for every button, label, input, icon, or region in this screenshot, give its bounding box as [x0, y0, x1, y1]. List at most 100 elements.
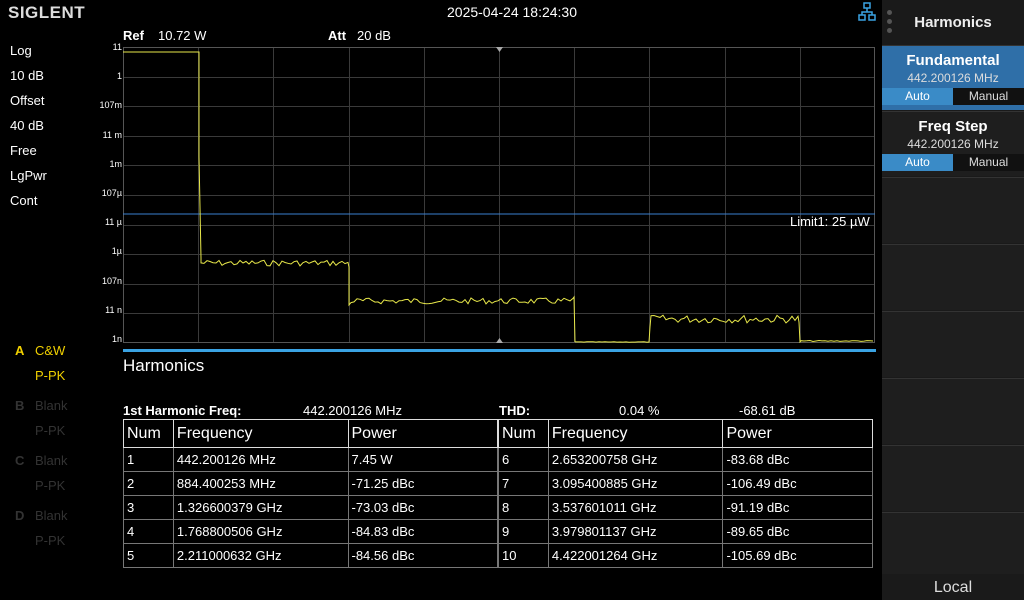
fundamental-manual-option[interactable]: Manual — [953, 88, 1024, 105]
num-cell: 1 — [123, 447, 174, 472]
table-row: 3 1.326600379 GHz -73.03 dBc — [123, 495, 498, 520]
table-row: 6 2.653200758 GHz -83.68 dBc — [498, 447, 873, 472]
empty-softkey[interactable] — [882, 378, 1024, 444]
table-row: 5 2.211000632 GHz -84.56 dBc — [123, 543, 498, 568]
spectrum-plot[interactable] — [123, 47, 875, 343]
center-marker-top-icon — [496, 47, 503, 52]
trace-d-detector: P-PK — [35, 533, 66, 548]
power-cell: 7.45 W — [347, 447, 498, 472]
trace-c-detector: P-PK — [35, 478, 66, 493]
trace-a-line — [123, 51, 874, 343]
y-axis-label: 107n — [101, 275, 122, 286]
local-button[interactable]: Local — [882, 575, 1024, 600]
offset-value: 40 dB — [10, 118, 44, 133]
y-axis-label: 11 n — [105, 304, 122, 315]
trace-b-detector: P-PK — [35, 423, 66, 438]
num-cell: 4 — [123, 519, 174, 544]
harmonics-table-left: Num Frequency Power 1 442.200126 MHz 7.45 … — [123, 419, 498, 568]
trigger-mode: Free — [10, 143, 37, 158]
y-axis-label: 11 µ — [104, 217, 122, 228]
y-axis-label: 1µ — [111, 246, 122, 257]
table-row: 8 3.537601011 GHz -91.19 dBc — [498, 495, 873, 520]
num-cell: 2 — [123, 471, 174, 496]
ref-value[interactable]: 10.72 W — [158, 28, 207, 43]
num-cell: 5 — [123, 543, 174, 568]
table-header-row: Num Frequency Power — [498, 419, 873, 448]
thd-db: -68.61 dB — [739, 403, 796, 418]
sweep-mode: Cont — [10, 193, 38, 208]
col-num: Num — [123, 419, 174, 448]
empty-softkey[interactable] — [882, 311, 1024, 377]
col-num: Num — [498, 419, 549, 448]
trace-a-mode: C&W — [35, 343, 66, 358]
table-header-row: Num Frequency Power — [123, 419, 498, 448]
harmonics-title: Harmonics — [123, 356, 205, 375]
fundamental-auto-option[interactable]: Auto — [882, 88, 953, 105]
num-cell: 7 — [498, 471, 549, 496]
att-value[interactable]: 20 dB — [357, 28, 391, 43]
col-frequency: Frequency — [547, 419, 724, 448]
power-cell: -106.49 dBc — [722, 471, 873, 496]
freq-cell: 1.326600379 GHz — [172, 495, 349, 520]
ref-label: Ref — [123, 28, 144, 43]
harmonics-table-right: Num Frequency Power 6 2.653200758 GHz -83.… — [498, 419, 873, 568]
fundamental-softkey[interactable]: Fundamental 442.200126 MHz Auto Manual — [882, 45, 1024, 110]
freq-step-manual-option[interactable]: Manual — [953, 154, 1024, 171]
power-cell: -71.25 dBc — [347, 471, 498, 496]
empty-softkey[interactable] — [882, 445, 1024, 511]
empty-softkey[interactable] — [882, 177, 1024, 243]
scale-div: 10 dB — [10, 68, 44, 83]
power-cell: -89.65 dBc — [722, 519, 873, 544]
num-cell: 10 — [498, 543, 549, 568]
freq-cell: 442.200126 MHz — [172, 447, 349, 472]
trace-d-mode: Blank — [35, 508, 68, 523]
table-row: 1 442.200126 MHz 7.45 W — [123, 447, 498, 472]
y-axis-label: 11 — [112, 42, 122, 52]
num-cell: 6 — [498, 447, 549, 472]
att-label: Att — [328, 28, 347, 43]
power-cell: -91.19 dBc — [722, 495, 873, 520]
graticule — [123, 47, 875, 343]
power-cell: -83.68 dBc — [722, 447, 873, 472]
freq-step-softkey[interactable]: Freq Step 442.200126 MHz Auto Manual — [882, 111, 1024, 176]
y-axis-label: 1n — [111, 334, 122, 344]
freq-step-label: Freq Step — [918, 118, 988, 135]
center-marker-bottom-icon — [496, 338, 503, 343]
harmonics-divider — [123, 349, 876, 352]
trace-b-mode: Blank — [35, 398, 68, 413]
empty-softkey[interactable] — [882, 244, 1024, 310]
fundamental-value: 442.200126 MHz — [907, 71, 999, 85]
offset-label: Offset — [10, 93, 45, 108]
power-cell: -84.83 dBc — [347, 519, 498, 544]
first-freq-label: 1st Harmonic Freq: — [123, 403, 242, 418]
table-row: 4 1.768800506 GHz -84.83 dBc — [123, 519, 498, 544]
col-frequency: Frequency — [172, 419, 349, 448]
table-row: 9 3.979801137 GHz -89.65 dBc — [498, 519, 873, 544]
y-axis-label: 107µ — [101, 188, 122, 198]
freq-step-auto-option[interactable]: Auto — [882, 154, 953, 171]
thd-label: THD: — [499, 403, 531, 418]
y-axis-label: 107m — [99, 100, 122, 111]
empty-softkey[interactable] — [882, 512, 1024, 574]
power-cell: -84.56 dBc — [347, 543, 498, 568]
trace-b-letter: B — [15, 398, 25, 413]
y-axis-label: 11 m — [102, 129, 122, 140]
table-row: 10 4.422001264 GHz -105.69 dBc — [498, 543, 873, 568]
datetime: 2025-04-24 18:24:30 — [447, 4, 577, 20]
table-row: 2 884.400253 MHz -71.25 dBc — [123, 471, 498, 496]
freq-cell: 2.211000632 GHz — [172, 543, 349, 568]
freq-cell: 1.768800506 GHz — [172, 519, 349, 544]
trace-c-mode: Blank — [35, 453, 68, 468]
table-row: 7 3.095400885 GHz -106.49 dBc — [498, 471, 873, 496]
freq-cell: 3.095400885 GHz — [547, 471, 724, 496]
col-power: Power — [722, 419, 873, 448]
freq-cell: 884.400253 MHz — [172, 471, 349, 496]
num-cell: 8 — [498, 495, 549, 520]
num-cell: 9 — [498, 519, 549, 544]
y-axis-label: 1m — [109, 158, 122, 169]
menu-dot-icon — [887, 19, 892, 24]
freq-cell: 3.979801137 GHz — [547, 519, 724, 544]
power-cell: -105.69 dBc — [722, 543, 873, 568]
network-icon[interactable] — [858, 2, 876, 22]
menu-dot-icon — [887, 10, 892, 15]
